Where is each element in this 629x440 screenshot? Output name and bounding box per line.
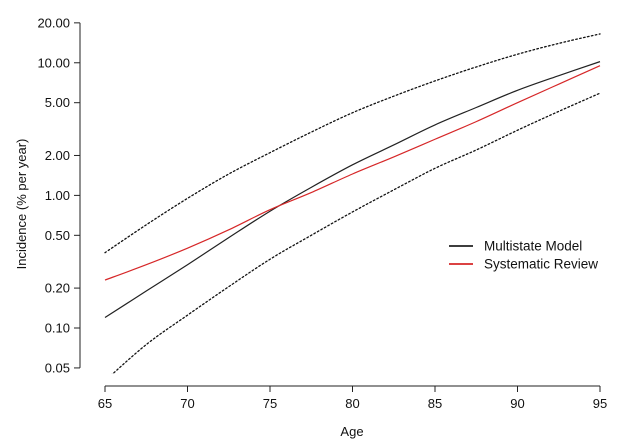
series-layer [104,33,601,374]
x-tick-label: 70 [180,396,194,411]
y-tick-label: 5.00 [45,95,70,110]
series-line-multistate-model [104,61,601,319]
legend: Multistate Model Systematic Review [449,239,598,272]
y-tick-label: 0.05 [45,360,70,375]
x-tick-label: 75 [263,396,277,411]
y-tick-label: 10.00 [37,55,70,70]
x-axis: 65 70 75 80 85 90 95 [98,385,607,411]
legend-label: Multistate Model [484,239,582,254]
series-line-systematic-review [104,65,601,281]
series-line-ci-bound [104,33,601,254]
series-line-ci-bound [111,92,601,374]
legend-label: Systematic Review [484,257,598,272]
x-tick-label: 85 [428,396,442,411]
y-tick-label: 2.00 [45,148,70,163]
y-axis: 0.05 0.10 0.20 0.50 1.00 2.00 5.00 10.00 20.00 [37,15,81,375]
y-tick-label: 1.00 [45,188,70,203]
x-axis-title: Age [340,424,363,439]
x-tick-label: 90 [510,396,524,411]
y-tick-label: 0.10 [45,321,70,336]
x-tick-label: 95 [593,396,607,411]
x-tick-label: 65 [98,396,112,411]
y-tick-label: 0.20 [45,281,70,296]
y-axis-title: Incidence (% per year) [14,139,29,270]
x-tick-label: 80 [345,396,359,411]
y-tick-label: 0.50 [45,228,70,243]
y-tick-label: 20.00 [37,15,70,30]
